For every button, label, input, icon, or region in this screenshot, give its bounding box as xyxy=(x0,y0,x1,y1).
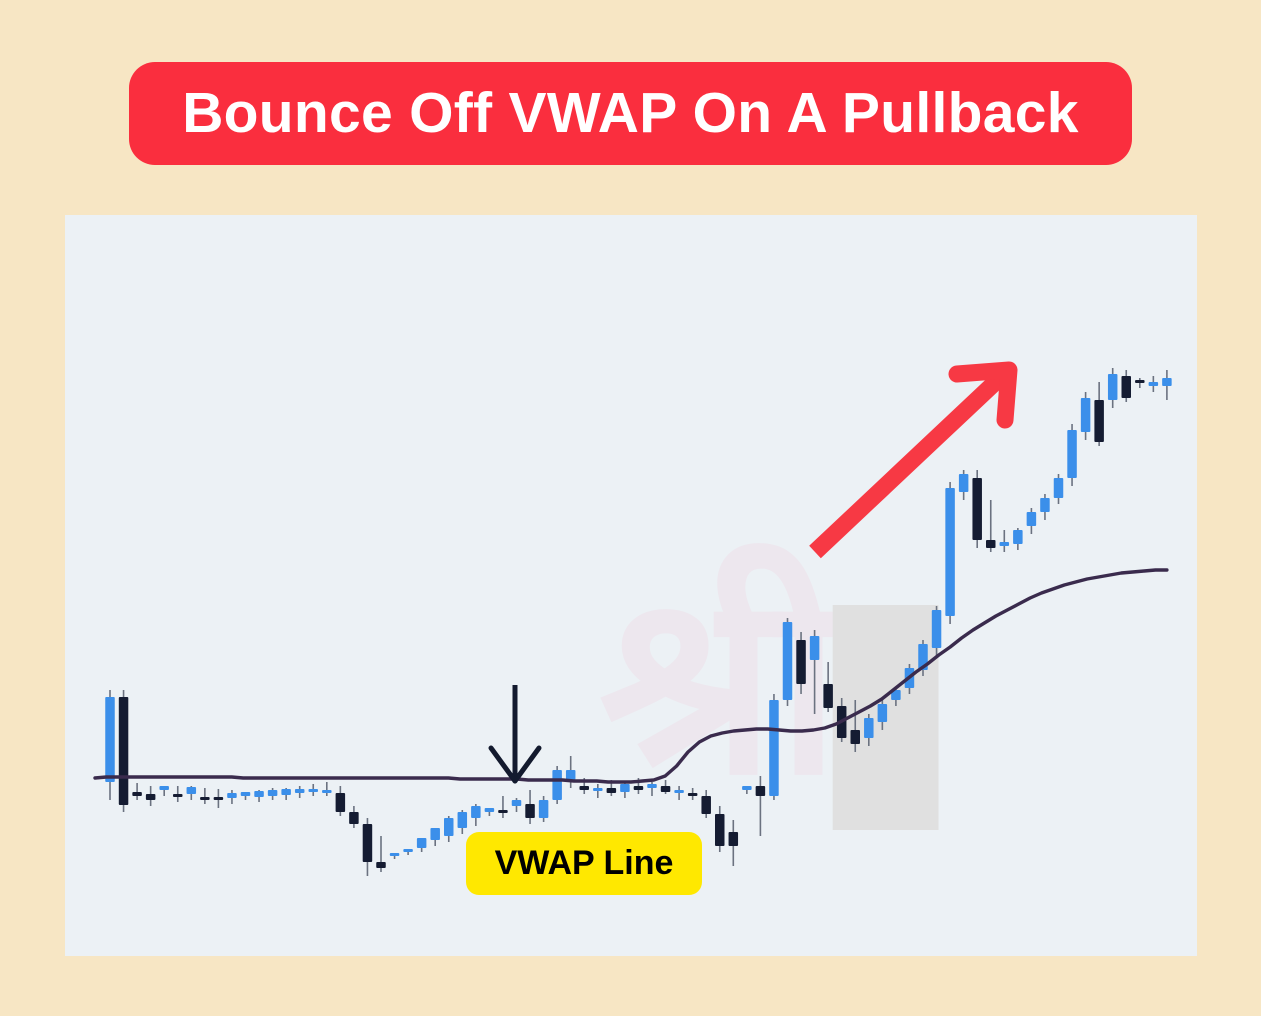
candle-bearish xyxy=(701,796,711,814)
candle-bullish xyxy=(742,786,752,790)
down-arrow-head xyxy=(512,745,542,784)
candle-bearish xyxy=(349,812,359,824)
candle-bearish xyxy=(362,824,373,862)
candle-bearish xyxy=(823,684,833,708)
candle-bullish xyxy=(457,812,468,828)
candle-bullish xyxy=(159,786,169,790)
candle-bullish xyxy=(186,787,197,794)
candle-bearish xyxy=(213,797,224,800)
chart-panel: श्री VWAP Line Pullback xyxy=(65,215,1197,956)
candle-bullish xyxy=(308,789,318,792)
candle-bullish xyxy=(945,488,955,616)
vwap-line-label: VWAP Line xyxy=(466,832,702,895)
vwap-line xyxy=(93,568,1169,784)
candle-bearish xyxy=(728,832,739,846)
candle-bullish xyxy=(1067,430,1077,478)
candle-bullish xyxy=(1026,512,1037,526)
candle-bearish xyxy=(715,814,725,846)
candle-bullish xyxy=(322,790,332,793)
candle-bullish xyxy=(552,770,562,800)
candle-bullish xyxy=(416,838,427,848)
candle-bullish xyxy=(647,784,657,788)
candle-bearish xyxy=(755,786,766,796)
candle-bullish xyxy=(782,622,793,700)
candle-bullish xyxy=(444,818,454,836)
down-arrow-head xyxy=(488,745,518,784)
trend-arrow-head xyxy=(948,361,1018,429)
candle-bullish xyxy=(403,849,413,852)
candle-bearish xyxy=(633,786,644,790)
candle-bullish xyxy=(1013,530,1023,544)
candle-bearish xyxy=(132,792,142,796)
candle-bullish xyxy=(958,474,969,492)
candle-bearish xyxy=(986,540,996,548)
candle-bearish xyxy=(200,797,210,800)
candle-bullish xyxy=(1053,478,1064,498)
candle-bullish xyxy=(999,542,1010,546)
candle-bearish xyxy=(118,697,129,805)
candle-bearish xyxy=(1094,400,1104,442)
candle-bearish xyxy=(335,793,346,812)
candle-bullish xyxy=(565,770,576,780)
candle-bullish xyxy=(1040,498,1050,512)
candle-bullish xyxy=(674,790,684,793)
candle-bullish xyxy=(769,700,779,796)
candle-bullish xyxy=(240,792,251,796)
candle-bearish xyxy=(1121,376,1131,398)
candle-bullish xyxy=(471,806,481,818)
candle-bearish xyxy=(972,478,982,540)
candle-bullish xyxy=(484,808,495,812)
candle-bearish xyxy=(525,804,535,818)
candle-bearish xyxy=(796,640,806,684)
candle-bullish xyxy=(877,704,888,722)
candle-bearish xyxy=(687,793,698,796)
candlestick-series xyxy=(105,368,1172,876)
candle-bullish xyxy=(430,828,440,840)
candle-bullish xyxy=(267,790,278,796)
candle-bearish xyxy=(498,810,508,813)
candle-bullish xyxy=(1107,374,1118,400)
candle-bearish xyxy=(173,794,183,797)
candle-bullish xyxy=(227,793,237,798)
candlestick-chart xyxy=(93,361,1172,876)
candle-bearish xyxy=(579,786,589,790)
candle-bearish xyxy=(606,788,617,793)
candle-bearish xyxy=(850,730,860,744)
trend-arrow-shaft xyxy=(809,368,1009,559)
candle-bullish xyxy=(294,789,305,793)
candle-bullish xyxy=(931,610,942,648)
candle-bullish xyxy=(620,784,630,792)
candle-bullish xyxy=(891,690,901,700)
page-title: Bounce Off VWAP On A Pullback xyxy=(182,81,1079,145)
candle-bullish xyxy=(254,791,264,797)
candle-bullish xyxy=(281,789,291,795)
candle-bullish xyxy=(593,788,603,791)
candle-bullish xyxy=(389,853,400,856)
candle-bearish xyxy=(376,862,386,868)
title-banner: Bounce Off VWAP On A Pullback xyxy=(129,62,1132,165)
candle-bullish xyxy=(105,697,115,782)
candle-bearish xyxy=(1135,380,1145,383)
candle-bullish xyxy=(511,800,522,806)
candle-bearish xyxy=(145,794,156,800)
candle-bullish xyxy=(1080,398,1091,432)
candle-bullish xyxy=(1148,382,1159,386)
candle-bullish xyxy=(809,636,820,660)
candle-bullish xyxy=(1162,378,1172,386)
candle-bullish xyxy=(538,800,549,818)
vwap-polyline xyxy=(93,568,1169,784)
candle-bullish xyxy=(864,718,874,738)
candle-bearish xyxy=(660,786,671,792)
annotation-arrows xyxy=(488,361,1018,784)
